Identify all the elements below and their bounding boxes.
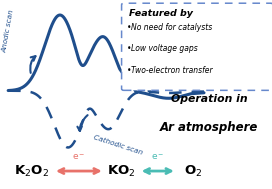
Text: •: •	[127, 23, 132, 32]
Text: Two-electron transfer: Two-electron transfer	[131, 66, 213, 75]
Text: K$_2$O$_2$: K$_2$O$_2$	[14, 163, 49, 179]
Text: Operation in: Operation in	[171, 94, 248, 105]
Text: KO$_2$: KO$_2$	[107, 163, 135, 179]
Text: •: •	[127, 44, 132, 53]
Text: O$_2$: O$_2$	[184, 163, 202, 179]
Text: e$^-$: e$^-$	[72, 152, 86, 162]
Text: •: •	[127, 66, 132, 75]
Text: Cathodic scan: Cathodic scan	[92, 134, 143, 156]
FancyBboxPatch shape	[122, 3, 272, 90]
Text: e$^-$: e$^-$	[151, 152, 165, 162]
Text: Featured by: Featured by	[129, 9, 193, 18]
Text: Low voltage gaps: Low voltage gaps	[131, 44, 198, 53]
Text: No need for catalysts: No need for catalysts	[131, 23, 213, 32]
Text: Ar atmosphere: Ar atmosphere	[160, 121, 259, 134]
Text: Anodic scan: Anodic scan	[1, 9, 15, 53]
